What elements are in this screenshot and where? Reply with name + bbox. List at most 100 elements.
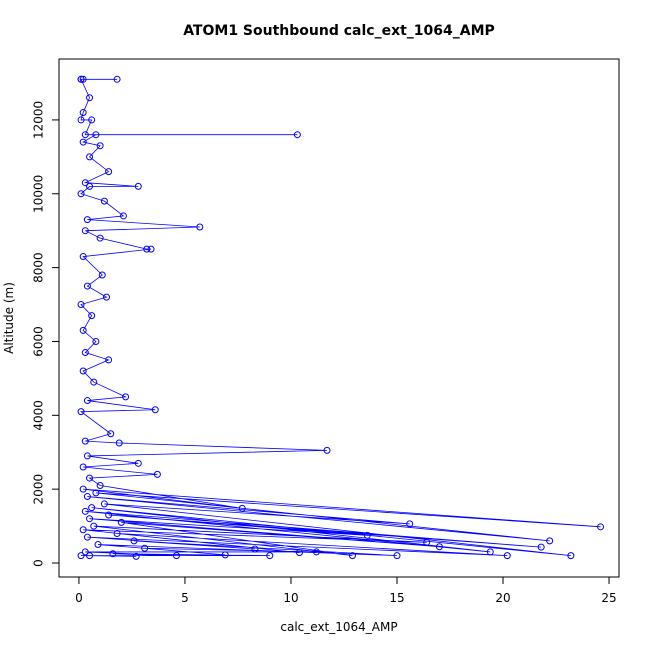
data-point	[81, 507, 89, 515]
data-point	[117, 518, 125, 526]
data-point	[96, 234, 104, 242]
data-point	[86, 515, 94, 523]
y-tick-label: 6000	[32, 326, 46, 357]
data-point	[79, 485, 87, 493]
data-point	[81, 349, 89, 357]
x-tick-label: 20	[495, 591, 510, 605]
data-point	[435, 543, 443, 551]
data-point	[81, 227, 89, 235]
data-point	[90, 522, 98, 530]
data-line	[79, 78, 601, 557]
data-point	[79, 138, 87, 146]
data-point	[107, 430, 115, 438]
x-tick-label: 10	[283, 591, 298, 605]
x-tick-label: 0	[75, 591, 83, 605]
data-point	[393, 552, 401, 560]
data-point	[88, 312, 96, 320]
x-tick-label: 5	[181, 591, 189, 605]
data-point	[153, 470, 161, 478]
data-point	[147, 245, 155, 253]
y-tick-label: 0	[32, 559, 46, 567]
data-point	[151, 406, 159, 414]
data-point	[92, 489, 100, 497]
data-point	[86, 182, 94, 190]
data-point	[77, 301, 85, 309]
data-point	[83, 452, 91, 460]
data-point	[597, 523, 605, 531]
data-point	[323, 446, 331, 454]
data-point	[100, 197, 108, 205]
data-point	[134, 459, 142, 467]
data-point	[546, 537, 554, 545]
data-point	[348, 552, 356, 560]
data-point	[83, 216, 91, 224]
data-point	[83, 493, 91, 501]
data-point	[143, 245, 151, 253]
data-point	[115, 439, 123, 447]
data-point	[134, 182, 142, 190]
data-point	[251, 545, 259, 553]
data-point	[113, 75, 121, 83]
data-point	[141, 544, 149, 552]
data-point	[109, 550, 117, 558]
data-point	[105, 168, 113, 176]
data-point	[77, 190, 85, 198]
data-point	[86, 552, 94, 560]
y-tick-label: 10000	[32, 175, 46, 213]
data-point	[295, 549, 303, 557]
data-point	[98, 271, 106, 279]
data-point	[537, 543, 545, 551]
data-point	[293, 131, 301, 139]
data-point	[96, 142, 104, 150]
data-point	[88, 504, 96, 512]
data-point	[423, 538, 431, 546]
data-point	[130, 537, 138, 545]
data-point	[86, 474, 94, 482]
data-point	[81, 437, 89, 445]
data-point	[105, 511, 113, 519]
data-point	[92, 131, 100, 139]
data-point	[92, 337, 100, 345]
y-axis-label: Altitude (m)	[2, 282, 16, 354]
data-point	[406, 520, 414, 528]
data-point	[81, 179, 89, 187]
data-point	[81, 131, 89, 139]
data-point	[503, 552, 511, 560]
data-point	[83, 533, 91, 541]
data-point	[86, 153, 94, 161]
data-point	[86, 94, 94, 102]
data-point	[486, 548, 494, 556]
data-point	[81, 548, 89, 556]
data-point	[363, 531, 371, 539]
data-point	[77, 75, 85, 83]
data-point	[79, 463, 87, 471]
data-point	[113, 529, 121, 537]
y-tick-label: 12000	[32, 101, 46, 139]
x-axis-label: calc_ext_1064_AMP	[280, 620, 397, 634]
data-point	[567, 552, 575, 560]
data-point	[100, 500, 108, 508]
data-point	[79, 253, 87, 261]
data-point	[102, 293, 110, 301]
data-point	[312, 548, 320, 556]
data-point	[238, 504, 246, 512]
data-point	[96, 481, 104, 489]
data-point	[83, 282, 91, 290]
data-point	[172, 552, 180, 560]
data-point	[88, 116, 96, 124]
data-point	[77, 408, 85, 416]
data-point	[77, 552, 85, 560]
data-point	[79, 367, 87, 375]
data-point	[122, 393, 130, 401]
data-point	[77, 116, 85, 124]
data-point	[266, 552, 274, 560]
data-point	[119, 212, 127, 220]
y-tick-label: 2000	[32, 474, 46, 505]
x-tick-label: 25	[601, 591, 616, 605]
data-point	[196, 223, 204, 231]
data-point	[132, 552, 140, 560]
chart-title: ATOM1 Southbound calc_ext_1064_AMP	[183, 23, 495, 39]
data-point	[90, 378, 98, 386]
data-point	[79, 75, 87, 83]
